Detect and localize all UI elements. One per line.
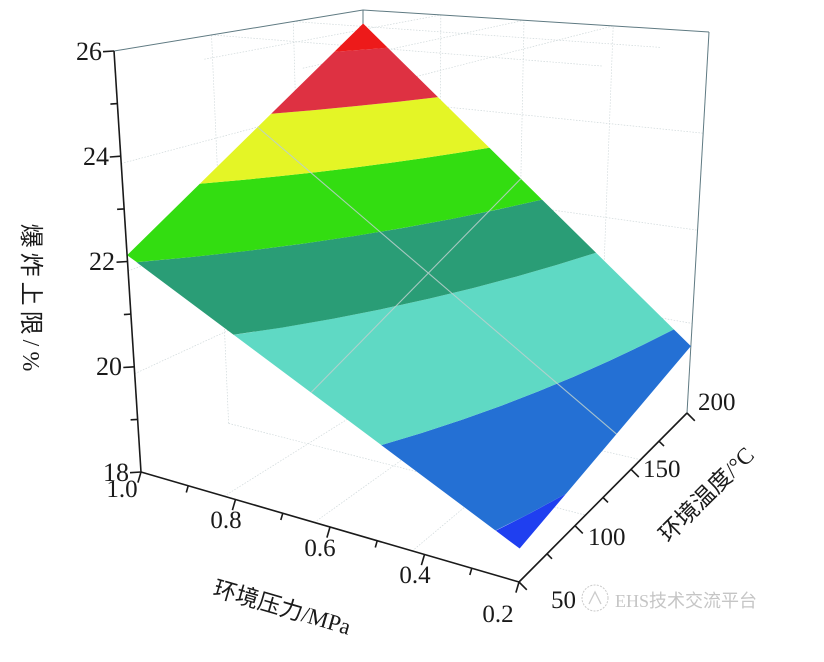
svg-text:24: 24 [83,142,109,171]
svg-text:环境压力/MPa: 环境压力/MPa [210,576,353,640]
svg-text:200: 200 [698,389,736,416]
svg-text:0.4: 0.4 [399,562,431,589]
svg-text:0.6: 0.6 [304,535,335,562]
svg-text:22: 22 [89,247,115,276]
svg-text:1.0: 1.0 [106,476,137,503]
svg-text:150: 150 [643,456,681,483]
svg-text:50: 50 [551,587,576,614]
svg-text:20: 20 [96,352,122,381]
svg-text:0.2: 0.2 [482,601,513,628]
svg-text:0.8: 0.8 [210,507,241,534]
svg-text:EHS技术交流平台: EHS技术交流平台 [615,591,757,611]
svg-text:100: 100 [588,524,626,551]
svg-text:爆炸上限/%: 爆炸上限/% [17,224,44,377]
svg-text:26: 26 [76,37,102,66]
